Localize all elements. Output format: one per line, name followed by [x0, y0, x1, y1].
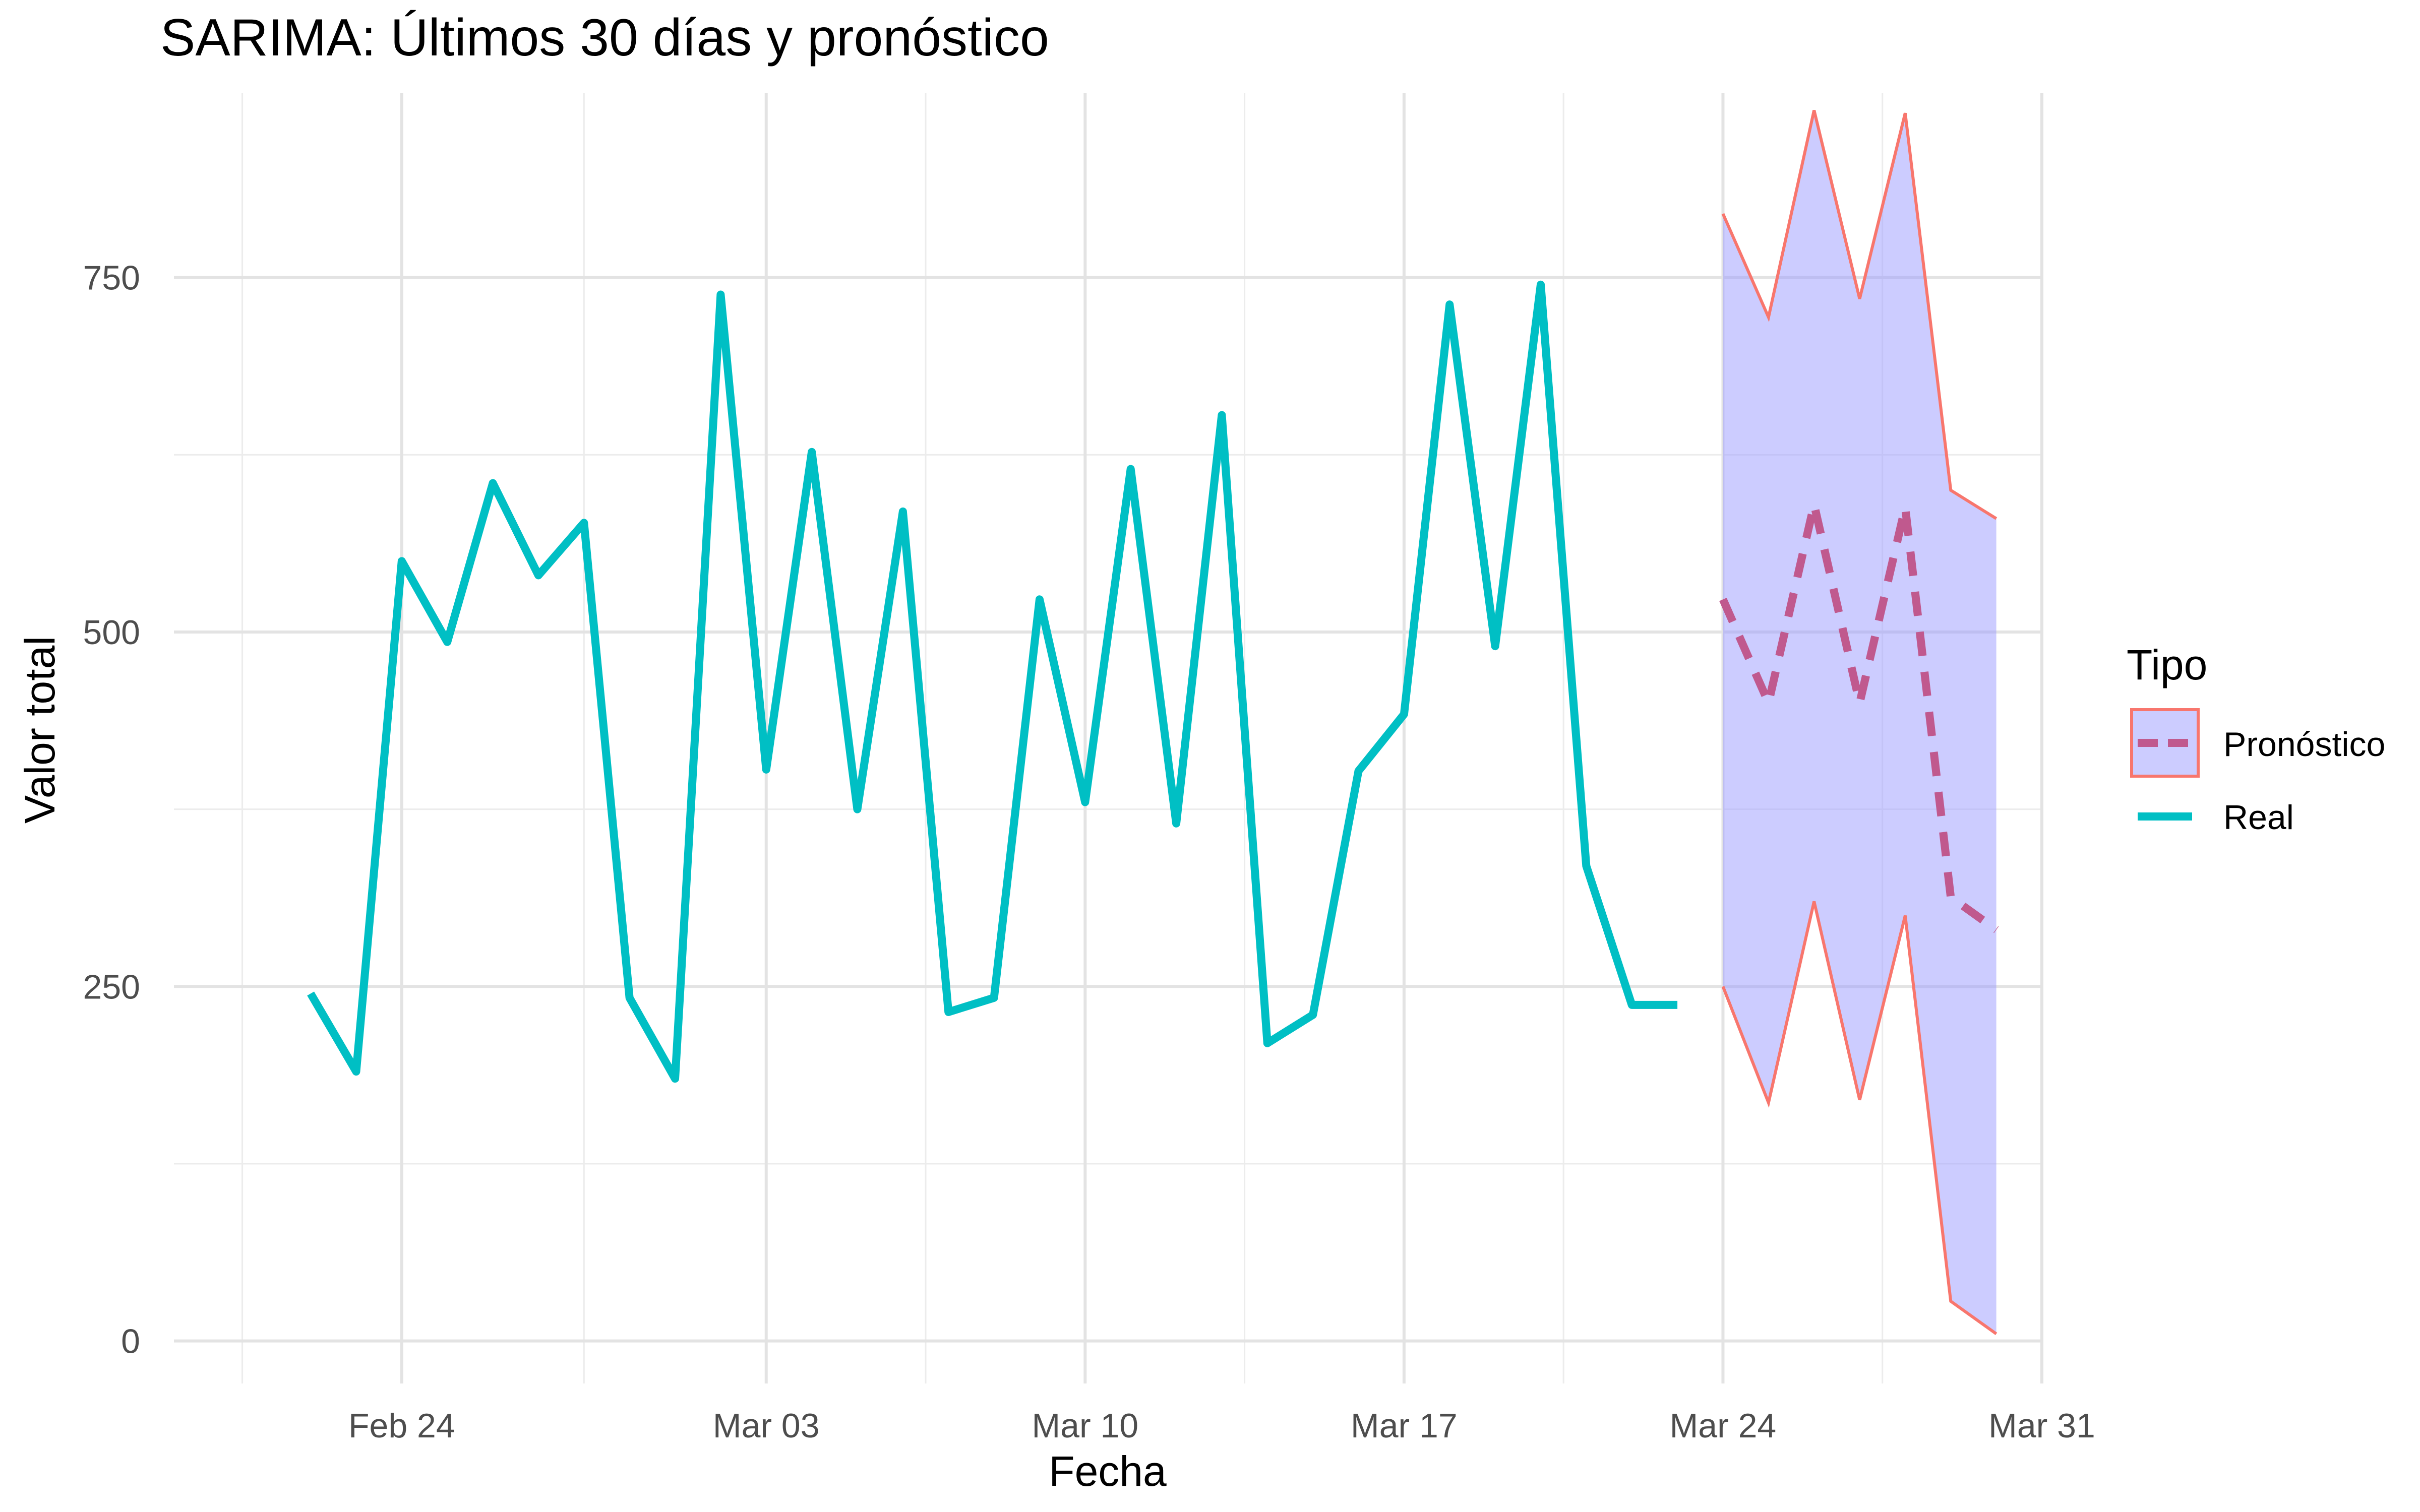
chart-title: SARIMA: Últimos 30 días y pronóstico: [160, 9, 1049, 67]
x-tick-label: Mar 03: [713, 1407, 820, 1445]
legend-label-forecast: Pronóstico: [2223, 725, 2385, 764]
x-axis-title: Fecha: [1049, 1447, 1167, 1495]
legend: Tipo Pronóstico Real: [2127, 641, 2385, 837]
interval-upper-edge: [1721, 110, 1998, 520]
legend-label-real: Real: [2223, 798, 2294, 837]
series-line-real: [307, 280, 1678, 1083]
interval-fill: [1723, 110, 1996, 1334]
y-tick-label: 750: [83, 259, 140, 297]
y-axis-title: Valor total: [16, 636, 64, 824]
x-tick-label: Mar 24: [1670, 1407, 1777, 1445]
forecast-interval-band: [1721, 110, 1998, 1335]
series-lines: [307, 280, 1999, 1083]
y-tick-label: 0: [121, 1322, 140, 1361]
x-tick-label: Mar 31: [1988, 1407, 2095, 1445]
y-tick-label: 500: [83, 613, 140, 652]
y-tick-label: 250: [83, 968, 140, 1006]
axes: 0 250 500 750 Feb 24 Mar 03 Mar 10 Mar 17 Mar 24…: [83, 259, 2095, 1445]
interval-lower-edge: [1721, 901, 1998, 1335]
x-tick-label: Feb 24: [348, 1407, 455, 1445]
legend-title: Tipo: [2127, 641, 2207, 688]
x-tick-label: Mar 10: [1032, 1407, 1138, 1445]
x-tick-label: Mar 17: [1351, 1407, 1458, 1445]
